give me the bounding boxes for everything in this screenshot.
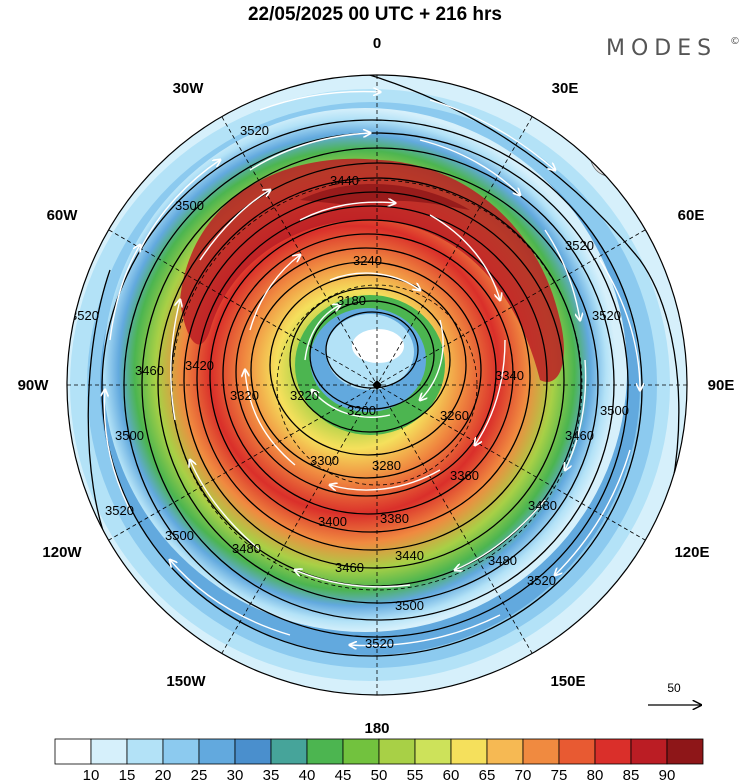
contour-label: 3380 bbox=[380, 511, 409, 526]
contour-label: 3220 bbox=[290, 388, 319, 403]
map-title: 22/05/2025 00 UTC + 216 hrs bbox=[248, 4, 502, 25]
lon-label-30e: 30E bbox=[552, 80, 579, 97]
colorbar-tick-label: 55 bbox=[407, 767, 424, 782]
contour-label: 3520 bbox=[565, 238, 594, 253]
colorbar-tick-label: 30 bbox=[227, 767, 244, 782]
colorbar-tick-label: 15 bbox=[119, 767, 136, 782]
lon-label-90e: 90E bbox=[708, 377, 735, 394]
contour-label: 3480 bbox=[488, 553, 517, 568]
contour-label: 3520 bbox=[240, 123, 269, 138]
brand-logo: MODES © bbox=[606, 36, 740, 61]
colorbar-swatch bbox=[126, 738, 164, 765]
colorbar-swatch bbox=[270, 738, 308, 765]
contour-label: 3400 bbox=[318, 514, 347, 529]
lon-label-60w: 60W bbox=[47, 207, 79, 224]
colorbar-swatch bbox=[90, 738, 128, 765]
colorbar-swatch bbox=[414, 738, 452, 765]
colorbar-swatch bbox=[450, 738, 488, 765]
colorbar-tick-label: 20 bbox=[155, 767, 172, 782]
colorbar-tick-label: 60 bbox=[443, 767, 460, 782]
contour-label: 3320 bbox=[230, 388, 259, 403]
jet-maximum-inner bbox=[300, 183, 470, 210]
lon-label-60e: 60E bbox=[678, 207, 705, 224]
colorbar-swatch bbox=[486, 738, 524, 765]
contour-label: 3420 bbox=[185, 358, 214, 373]
colorbar-tick-label: 35 bbox=[263, 767, 280, 782]
map-boundary bbox=[66, 74, 688, 696]
contour-label: 3460 bbox=[335, 560, 364, 575]
lon-label-150w: 150W bbox=[166, 673, 206, 690]
colorbar-swatch bbox=[306, 738, 344, 765]
colorbar-swatch bbox=[342, 738, 380, 765]
colorbar-swatch bbox=[558, 738, 596, 765]
contour-label: 3520 bbox=[527, 573, 556, 588]
colorbar-swatch bbox=[198, 738, 236, 765]
contour-label: 3440 bbox=[330, 173, 359, 188]
colorbar-tick-label: 50 bbox=[371, 767, 388, 782]
contour-label-layer: 3180 3200 3220 3240 3260 3280 3300 3320 … bbox=[70, 123, 629, 651]
colorbar-swatch bbox=[234, 738, 272, 765]
contour-label: 3280 bbox=[372, 458, 401, 473]
colorbar-swatch bbox=[162, 738, 200, 765]
colorbar-swatch bbox=[378, 738, 416, 765]
contour-label: 3520 bbox=[105, 503, 134, 518]
colorbar-tick-label: 25 bbox=[191, 767, 208, 782]
lon-label-30w: 30W bbox=[173, 80, 205, 97]
map-disc: 3180 3200 3220 3240 3260 3280 3300 3320 … bbox=[67, 75, 687, 695]
contour-label: 3520 bbox=[365, 636, 394, 651]
colorbar-tick-label: 85 bbox=[623, 767, 640, 782]
contour-label: 3480 bbox=[528, 498, 557, 513]
lon-label-0: 0 bbox=[373, 35, 381, 52]
colorbar-tick-label: 65 bbox=[479, 767, 496, 782]
contour-label: 3500 bbox=[600, 403, 629, 418]
lon-label-120w: 120W bbox=[42, 544, 82, 561]
wind-reference: 50 bbox=[648, 681, 701, 705]
contour-label: 3300 bbox=[310, 453, 339, 468]
colorbar-swatch bbox=[630, 738, 668, 765]
lon-label-150e: 150E bbox=[550, 673, 585, 690]
colorbar-tick-label: 75 bbox=[551, 767, 568, 782]
contour-label: 3520 bbox=[592, 308, 621, 323]
lon-label-90w: 90W bbox=[18, 377, 50, 394]
colorbar-swatch bbox=[594, 738, 632, 765]
jet-maximum-core bbox=[180, 158, 564, 382]
colorbar-tick-label: 90 bbox=[659, 767, 676, 782]
contour-label: 3240 bbox=[353, 253, 382, 268]
contour-label: 3500 bbox=[395, 598, 424, 613]
colorbar-tick-label: 10 bbox=[83, 767, 100, 782]
contour-label: 3500 bbox=[115, 428, 144, 443]
lon-label-120e: 120E bbox=[674, 544, 709, 561]
colorbar-swatch bbox=[522, 738, 560, 765]
contour-label: 3440 bbox=[395, 548, 424, 563]
brand-text: MODES bbox=[606, 36, 717, 61]
contour-label: 3500 bbox=[175, 198, 204, 213]
wind-reference-label: 50 bbox=[667, 681, 681, 695]
wind-streamlines bbox=[104, 92, 640, 646]
colorbar-tick-label: 70 bbox=[515, 767, 532, 782]
contour-label: 3500 bbox=[165, 528, 194, 543]
longitude-labels: 0 30E 60E 90E 120E 150E 180 150W 120W 90… bbox=[18, 35, 735, 737]
contour-label: 3480 bbox=[232, 541, 261, 556]
contour-label: 3340 bbox=[495, 368, 524, 383]
contour-label: 3260 bbox=[440, 408, 469, 423]
low-center-calm bbox=[352, 329, 404, 363]
colorbar-swatch bbox=[54, 738, 92, 765]
colorbar-tick-label: 80 bbox=[587, 767, 604, 782]
colorbar: 10 15 20 25 30 35 40 45 50 55 60 65 70 75 80 85 90 bbox=[54, 738, 704, 782]
colorbar-swatch bbox=[666, 738, 704, 765]
contour-label: 3200 bbox=[347, 403, 376, 418]
brand-copyright: © bbox=[730, 36, 740, 47]
contour-label: 3180 bbox=[337, 293, 366, 308]
contour-label: 3520 bbox=[70, 308, 99, 323]
pole-marker bbox=[372, 380, 382, 390]
lon-label-180: 180 bbox=[364, 720, 389, 737]
colorbar-tick-label: 45 bbox=[335, 767, 352, 782]
colorbar-tick-label: 40 bbox=[299, 767, 316, 782]
contour-label: 3460 bbox=[565, 428, 594, 443]
contour-label: 3360 bbox=[450, 468, 479, 483]
contour-label: 3460 bbox=[135, 363, 164, 378]
